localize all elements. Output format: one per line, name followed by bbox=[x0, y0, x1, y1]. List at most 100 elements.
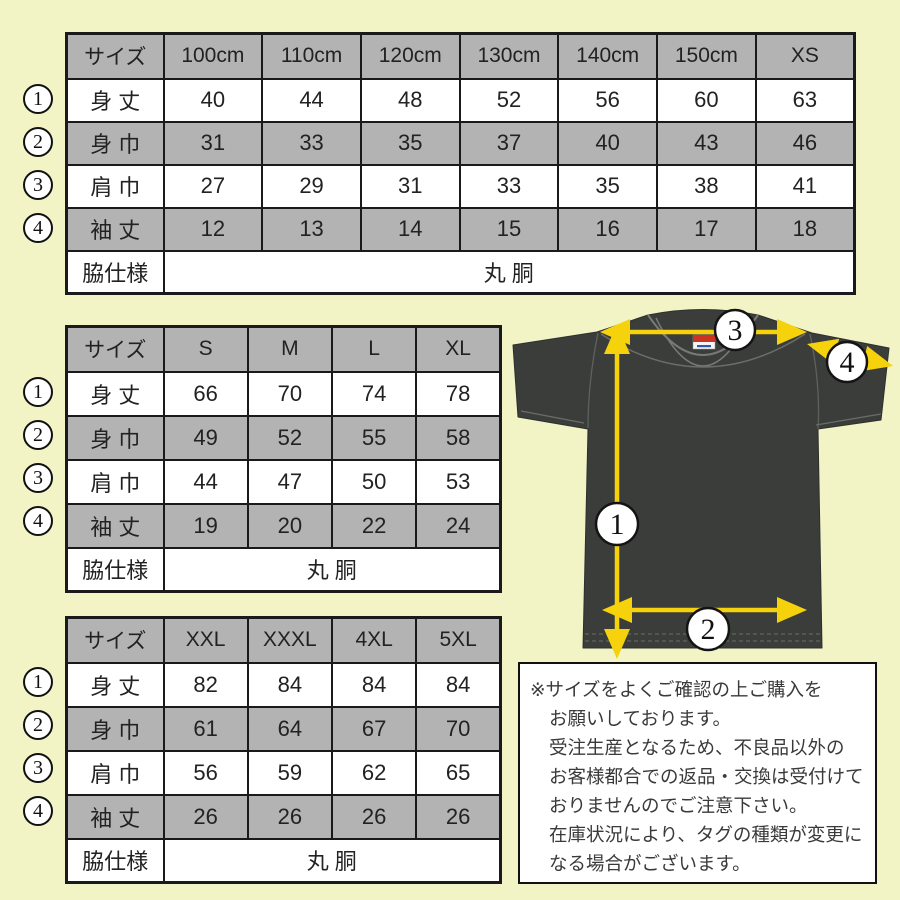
size-value: 16 bbox=[557, 206, 659, 252]
column-header: M bbox=[246, 325, 334, 373]
size-value: 59 bbox=[246, 749, 334, 796]
purchase-notice-box: ※サイズをよくご確認の上ご購入を お願いしております。 受注生産となるため、不良品以… bbox=[518, 662, 877, 884]
size-value: 31 bbox=[162, 120, 264, 166]
notice-line: なる場合がございます。 bbox=[549, 853, 751, 874]
size-value: 50 bbox=[330, 458, 418, 505]
right-sleeve-stitch bbox=[815, 413, 882, 426]
column-header: XXXL bbox=[246, 616, 334, 664]
table-row: 肩 巾 56 59 62 65 bbox=[65, 749, 502, 796]
size-value: 41 bbox=[754, 163, 856, 209]
size-value: 63 bbox=[754, 77, 856, 123]
column-header: サイズ bbox=[65, 325, 165, 373]
size-value: 84 bbox=[246, 661, 334, 708]
row-label: 身 巾 bbox=[65, 705, 165, 752]
size-value: 33 bbox=[261, 120, 362, 166]
size-value: 38 bbox=[656, 163, 757, 209]
notice-line: おりませんのでご注意下さい。 bbox=[549, 795, 808, 816]
footer-value: 丸 胴 bbox=[162, 546, 502, 593]
left-sleeve-seam bbox=[587, 332, 599, 429]
row-label: 袖 丈 bbox=[65, 206, 165, 252]
size-value: 84 bbox=[415, 661, 502, 708]
size-value: 40 bbox=[162, 77, 264, 123]
column-header: 120cm bbox=[359, 32, 461, 80]
size-value: 52 bbox=[458, 77, 560, 123]
notice-line: ※サイズをよくご確認の上ご購入を bbox=[530, 679, 823, 700]
column-header: サイズ bbox=[65, 616, 165, 664]
column-header: 150cm bbox=[656, 32, 757, 80]
size-value: 18 bbox=[754, 206, 856, 252]
circled-number-3: 3 bbox=[23, 170, 53, 200]
circled-number-3: 3 bbox=[23, 463, 53, 493]
size-value: 40 bbox=[557, 120, 659, 166]
column-header: XL bbox=[415, 325, 502, 373]
size-value: 62 bbox=[330, 749, 418, 796]
column-header: XS bbox=[754, 32, 856, 80]
size-value: 24 bbox=[415, 502, 502, 549]
size-value: 78 bbox=[415, 370, 502, 417]
row-label: 身 丈 bbox=[65, 661, 165, 708]
row-label: 肩 巾 bbox=[65, 163, 165, 209]
column-header: 130cm bbox=[458, 32, 560, 80]
size-value: 61 bbox=[162, 705, 249, 752]
size-value: 12 bbox=[162, 206, 264, 252]
circled-number-2: 2 bbox=[23, 710, 53, 740]
size-value: 55 bbox=[330, 414, 418, 461]
column-header: 110cm bbox=[261, 32, 362, 80]
row-label: 袖 丈 bbox=[65, 793, 165, 840]
size-value: 22 bbox=[330, 502, 418, 549]
table-row: 身 巾 61 64 67 70 bbox=[65, 705, 502, 752]
size-value: 44 bbox=[261, 77, 362, 123]
notice-line: 在庫状況により、タグの種類が変更に bbox=[549, 824, 863, 845]
size-value: 17 bbox=[656, 206, 757, 252]
table-row: 身 丈 40 44 48 52 56 60 63 bbox=[65, 77, 856, 123]
size-value: 26 bbox=[162, 793, 249, 840]
circled-number-4: 4 bbox=[23, 213, 53, 243]
table-footer-row: 脇仕様丸 胴 bbox=[65, 546, 502, 593]
circled-number-4: 4 bbox=[23, 796, 53, 826]
size-value: 74 bbox=[330, 370, 418, 417]
size-value: 46 bbox=[754, 120, 856, 166]
size-table-kids: サイズ 100cm 110cm 120cm 130cm 140cm 150cm XS 身 丈 40… bbox=[65, 32, 856, 295]
size-value: 53 bbox=[415, 458, 502, 505]
size-value: 13 bbox=[261, 206, 362, 252]
row-label: 身 巾 bbox=[65, 120, 165, 166]
size-value: 26 bbox=[246, 793, 334, 840]
diagram-circled-number-4: 4 bbox=[825, 340, 869, 384]
table-footer-row: 脇仕様丸 胴 bbox=[65, 837, 502, 884]
size-value: 56 bbox=[557, 77, 659, 123]
row-label: 肩 巾 bbox=[65, 749, 165, 796]
diagram-circled-number-2: 2 bbox=[685, 606, 731, 652]
svg-text:3: 3 bbox=[728, 314, 743, 347]
size-value: 33 bbox=[458, 163, 560, 209]
row-label: 肩 巾 bbox=[65, 458, 165, 505]
notice-line: 受注生産となるため、不良品以外の bbox=[549, 737, 845, 758]
notice-line: お客様都合での返品・交換は受付けて bbox=[549, 766, 864, 787]
circled-number-1: 1 bbox=[23, 667, 53, 697]
measure-arrow-body-length bbox=[604, 324, 630, 659]
column-header: XXL bbox=[162, 616, 249, 664]
left-sleeve-stitch bbox=[520, 410, 585, 424]
table-row: 身 丈 82 84 84 84 bbox=[65, 661, 502, 708]
row-label: 脇仕様 bbox=[65, 249, 165, 295]
size-value: 29 bbox=[261, 163, 362, 209]
size-value: 43 bbox=[656, 120, 757, 166]
size-value: 31 bbox=[359, 163, 461, 209]
size-value: 44 bbox=[162, 458, 249, 505]
row-label: 袖 丈 bbox=[65, 502, 165, 549]
size-value: 60 bbox=[656, 77, 757, 123]
circled-number-4: 4 bbox=[23, 506, 53, 536]
brand-tag bbox=[692, 334, 716, 350]
size-value: 48 bbox=[359, 77, 461, 123]
size-value: 64 bbox=[246, 705, 334, 752]
table-row: 袖 丈 12 13 14 15 16 17 18 bbox=[65, 206, 856, 252]
table-row: 袖 丈 19 20 22 24 bbox=[65, 502, 502, 549]
circled-number-2: 2 bbox=[23, 127, 53, 157]
row-label: 身 巾 bbox=[65, 414, 165, 461]
size-value: 52 bbox=[246, 414, 334, 461]
column-header: 4XL bbox=[330, 616, 418, 664]
size-value: 66 bbox=[162, 370, 249, 417]
table-row: 身 巾 49 52 55 58 bbox=[65, 414, 502, 461]
column-header: 5XL bbox=[415, 616, 502, 664]
column-header: L bbox=[330, 325, 418, 373]
size-value: 56 bbox=[162, 749, 249, 796]
